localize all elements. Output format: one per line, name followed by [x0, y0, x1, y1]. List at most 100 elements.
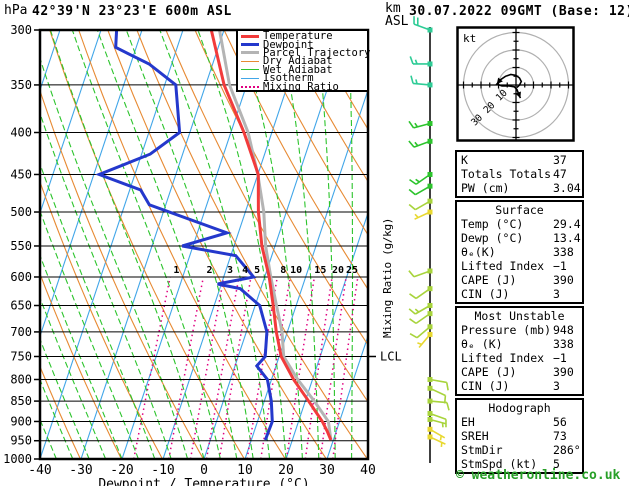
legend-item: Mixing Ratio — [238, 81, 367, 92]
svg-text:500: 500 — [10, 205, 32, 219]
stats-label: Lifted Index — [461, 351, 545, 365]
stats-row: SREH 73 — [457, 429, 582, 443]
stats-row: CAPE (J) 390 — [457, 273, 582, 287]
svg-text:1: 1 — [173, 265, 179, 276]
legend-item: Dry Adiabat — [238, 55, 367, 68]
legend-line-sample — [241, 60, 259, 62]
svg-text:0: 0 — [200, 463, 208, 478]
svg-text:10: 10 — [290, 265, 302, 276]
stats-row: Lifted Index −1 — [457, 351, 582, 365]
hodo-arrow — [515, 91, 521, 99]
svg-text:650: 650 — [10, 299, 32, 313]
stats-label: Totals Totals — [461, 167, 552, 181]
pressure-axis-unit: hPa — [4, 3, 28, 18]
wind-barb — [409, 311, 433, 325]
svg-text:450: 450 — [10, 167, 32, 181]
stats-row: CAPE (J) 390 — [457, 365, 582, 379]
stats-box: Surface Temp (°C) 29.4 Dewp (°C) 13.4 θₑ(K) 33… — [455, 200, 584, 304]
plot-border — [38, 28, 370, 461]
stats-row: Temp (°C) 29.4 — [457, 217, 582, 231]
svg-text:600: 600 — [10, 270, 32, 284]
legend-line-sample — [241, 43, 259, 47]
stats-row: K 37 — [457, 153, 582, 167]
stats-label: CIN (J) — [461, 287, 510, 301]
stats-label: Dewp (°C) — [461, 231, 524, 245]
svg-text:4: 4 — [242, 265, 248, 276]
svg-text:10: 10 — [237, 463, 253, 478]
stats-label: K — [461, 153, 468, 167]
svg-text:350: 350 — [10, 78, 32, 92]
wind-barb — [408, 303, 433, 315]
hodo-border — [456, 26, 575, 142]
stats-value: 29.4 — [553, 217, 581, 231]
stats-label: EH — [461, 415, 475, 429]
stats-label: θₑ (K) — [461, 337, 503, 351]
wind-barb — [408, 120, 433, 129]
stats-row: StmSpd (kt) 5 — [457, 457, 582, 471]
stats-box: Hodograph EH 56 SREH 73 StmDir 286° StmSpd (kt)… — [455, 398, 584, 474]
stats-value: 948 — [553, 323, 574, 337]
stats-row: Pressure (mb) 948 — [457, 323, 582, 337]
stats-box: K 37 Totals Totals 47 PW (cm) 3.04 — [455, 150, 584, 198]
profile-traces — [95, 30, 333, 441]
legend-line-sample — [241, 34, 259, 38]
svg-text:-20: -20 — [110, 463, 133, 478]
temperature-trace — [209, 30, 333, 441]
wind-barb — [414, 209, 433, 220]
stats-row: θₑ(K) 338 — [457, 245, 582, 259]
svg-text:-40: -40 — [28, 463, 51, 478]
wind-barb-column — [408, 16, 450, 463]
svg-text:25: 25 — [346, 265, 358, 276]
svg-text:1000: 1000 — [3, 452, 32, 466]
hodo-arrow — [496, 77, 503, 85]
wind-barb — [408, 138, 433, 148]
stats-row: θₑ (K) 338 — [457, 337, 582, 351]
legend-label: Parcel Trajectory — [263, 46, 371, 59]
svg-text:5: 5 — [254, 265, 260, 276]
stats-value: 338 — [553, 245, 574, 259]
isobars — [40, 84, 368, 442]
svg-text:550: 550 — [10, 239, 32, 253]
stats-value: −1 — [553, 351, 567, 365]
wind-barb — [427, 376, 449, 391]
stats-box-header: Hodograph — [488, 401, 551, 415]
wind-barb — [427, 398, 450, 411]
wind-barb — [410, 75, 433, 88]
stats-label: PW (cm) — [461, 181, 510, 195]
stats-label: StmSpd (kt) — [461, 457, 538, 471]
stats-value: 13.4 — [553, 231, 581, 245]
legend-line-sample — [241, 77, 259, 79]
svg-text:400: 400 — [10, 126, 32, 140]
stats-row: CIN (J) 3 — [457, 379, 582, 393]
svg-text:900: 900 — [10, 414, 32, 428]
stats-row: Lifted Index −1 — [457, 259, 582, 273]
x-axis-title: Dewpoint / Temperature (°C) — [98, 477, 309, 486]
legend-label: Dry Adiabat — [263, 55, 333, 68]
wind-barb — [413, 16, 433, 33]
lcl-label: LCL — [380, 349, 402, 363]
wind-barb — [409, 324, 433, 339]
svg-text:8: 8 — [280, 265, 286, 276]
legend-item: Wet Adiabat — [238, 65, 367, 75]
svg-text:20: 20 — [332, 265, 344, 276]
svg-text:30: 30 — [319, 463, 335, 478]
svg-text:850: 850 — [10, 394, 32, 408]
wind-barb — [427, 434, 446, 447]
stats-value: 3.04 — [553, 181, 581, 195]
legend-item: Parcel Trajectory — [238, 46, 371, 59]
stats-value: 390 — [553, 273, 574, 287]
mixing-ratio-labels: 1 2 3 4 5 8 10 15 20 25 — [173, 265, 358, 276]
stats-value: 5 — [553, 457, 560, 471]
legend-item: Temperature — [238, 30, 367, 43]
legend-item: Isotherm — [238, 73, 367, 83]
legend-label: Temperature — [263, 30, 333, 43]
stats-row: EH 56 — [457, 415, 582, 429]
wet-adiabats — [40, 30, 354, 459]
legend-label: Dewpoint — [263, 38, 314, 51]
hodo-unit-label: kt — [463, 32, 476, 45]
stats-value: 3 — [553, 379, 560, 393]
stats-row: CIN (J) 3 — [457, 287, 582, 301]
stats-value: 56 — [553, 415, 567, 429]
legend-line-sample — [241, 69, 259, 71]
